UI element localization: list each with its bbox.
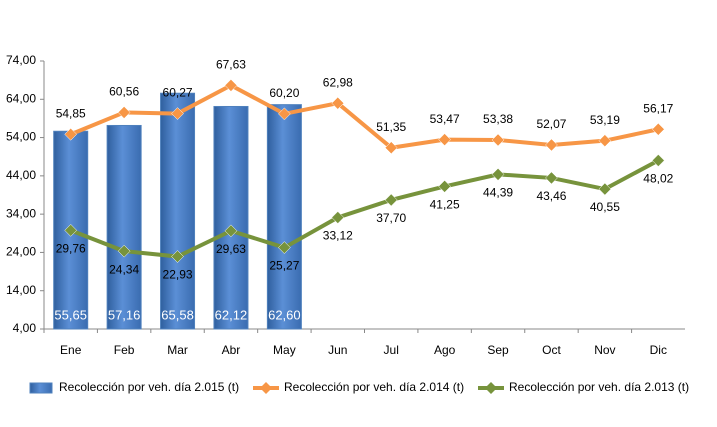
value-label: 60,20 bbox=[269, 86, 299, 100]
bar-value-label: 62,60 bbox=[268, 307, 301, 322]
y-tick-label: 74,00 bbox=[6, 53, 36, 67]
marker bbox=[651, 122, 665, 136]
marker bbox=[384, 193, 398, 207]
y-tick-label: 64,00 bbox=[6, 91, 36, 105]
bar-value-label: 55,65 bbox=[54, 307, 87, 322]
marker bbox=[491, 133, 505, 147]
value-label: 53,19 bbox=[590, 113, 620, 127]
value-label: 52,07 bbox=[536, 117, 566, 131]
marker bbox=[171, 250, 184, 263]
y-tick-label: 14,00 bbox=[6, 283, 36, 297]
value-label: 43,46 bbox=[536, 189, 566, 203]
y-tick-label: 54,00 bbox=[6, 130, 36, 144]
line bbox=[69, 83, 659, 150]
value-label: 33,12 bbox=[323, 229, 353, 243]
marker bbox=[117, 244, 131, 258]
value-label: 41,25 bbox=[430, 198, 460, 212]
value-label: 37,70 bbox=[376, 211, 406, 225]
bar bbox=[106, 124, 142, 330]
marker bbox=[278, 241, 291, 254]
legend-swatch bbox=[29, 382, 53, 394]
marker bbox=[278, 107, 291, 121]
bar-value-label: 65,58 bbox=[161, 307, 194, 322]
marker bbox=[598, 134, 612, 148]
marker bbox=[64, 224, 78, 237]
line bbox=[69, 158, 660, 259]
marker bbox=[598, 182, 612, 196]
value-label: 53,47 bbox=[430, 112, 460, 126]
value-label: 56,17 bbox=[643, 101, 673, 115]
marker bbox=[331, 211, 345, 224]
y-tick-label: 4,00 bbox=[13, 321, 37, 335]
x-tick-label: Sep bbox=[487, 343, 509, 357]
marker bbox=[171, 107, 184, 120]
marker bbox=[545, 171, 558, 185]
x-tick-label: Mar bbox=[167, 343, 188, 357]
x-tick-label: May bbox=[273, 343, 296, 357]
x-tick-label: Jun bbox=[328, 343, 347, 357]
value-label: 25,27 bbox=[269, 259, 299, 273]
x-tick-label: Abr bbox=[222, 343, 241, 357]
marker bbox=[64, 127, 78, 141]
value-label: 54,85 bbox=[56, 106, 86, 120]
bar bbox=[266, 104, 302, 330]
y-tick-label: 34,00 bbox=[6, 206, 36, 220]
bar bbox=[213, 105, 249, 330]
marker bbox=[224, 79, 238, 92]
marker bbox=[491, 168, 505, 181]
marker bbox=[224, 224, 238, 238]
value-label: 24,34 bbox=[109, 262, 139, 276]
value-label: 48,02 bbox=[643, 172, 673, 186]
x-tick-label: Jul bbox=[384, 343, 399, 357]
marker bbox=[438, 180, 451, 193]
value-label: 29,63 bbox=[216, 242, 246, 256]
marker bbox=[384, 141, 398, 155]
value-label: 60,56 bbox=[109, 85, 139, 99]
marker bbox=[331, 96, 345, 110]
value-label: 22,93 bbox=[163, 268, 193, 282]
bar-value-label: 62,12 bbox=[215, 307, 248, 322]
value-label: 60,27 bbox=[163, 86, 193, 100]
marker bbox=[651, 154, 665, 167]
x-tick-label: Dic bbox=[650, 343, 667, 357]
value-label: 29,76 bbox=[56, 242, 86, 256]
legend-marker bbox=[485, 382, 497, 394]
x-tick-label: Ene bbox=[60, 343, 82, 357]
marker bbox=[545, 138, 558, 152]
value-label: 62,98 bbox=[323, 75, 353, 89]
x-tick-label: Nov bbox=[594, 343, 615, 357]
legend-label: Recolección por veh. día 2.013 (t) bbox=[509, 380, 689, 394]
value-label: 51,35 bbox=[376, 120, 406, 134]
bar-value-label: 57,16 bbox=[108, 307, 141, 322]
y-tick-label: 24,00 bbox=[6, 245, 36, 259]
legend-label: Recolección por veh. día 2.015 (t) bbox=[59, 380, 239, 394]
value-label: 40,55 bbox=[590, 200, 620, 214]
legend-label: Recolección por veh. día 2.014 (t) bbox=[284, 380, 464, 394]
value-label: 67,63 bbox=[216, 58, 246, 72]
x-tick-label: Feb bbox=[114, 343, 135, 357]
x-tick-label: Oct bbox=[542, 343, 561, 357]
value-label: 53,38 bbox=[483, 112, 513, 126]
value-label: 44,39 bbox=[483, 186, 513, 200]
marker bbox=[438, 133, 451, 146]
marker bbox=[117, 106, 131, 119]
x-tick-label: Ago bbox=[434, 343, 456, 357]
y-tick-label: 44,00 bbox=[6, 168, 36, 182]
legend-marker bbox=[260, 382, 272, 394]
bar bbox=[160, 92, 196, 330]
